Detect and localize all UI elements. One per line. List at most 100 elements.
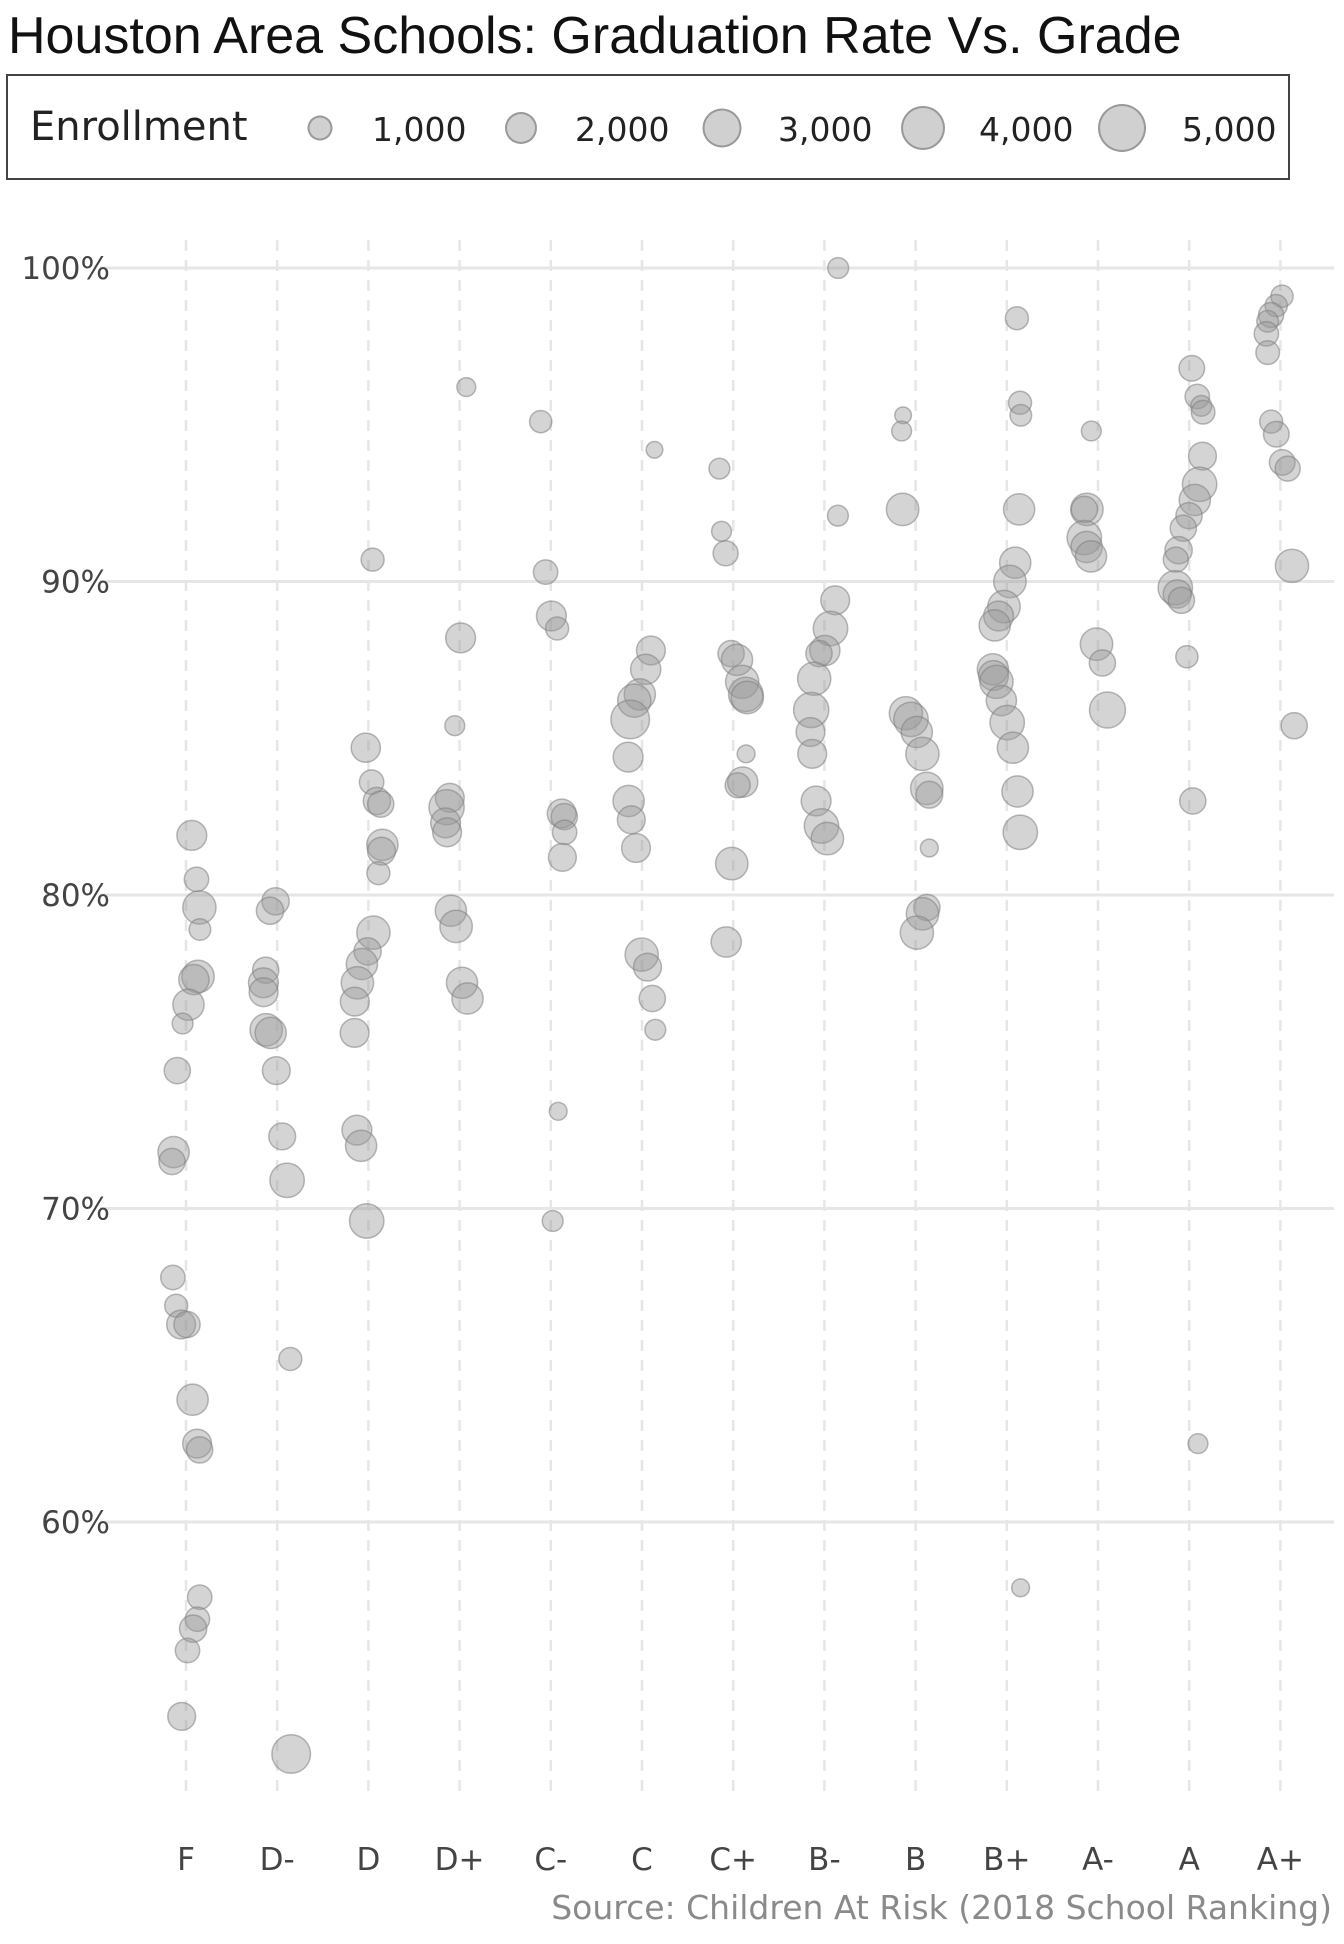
data-point bbox=[159, 1264, 186, 1291]
data-point bbox=[1280, 711, 1309, 740]
y-axis-tick-labels: 60% 70% 80% 90% 100% bbox=[21, 251, 110, 1541]
data-point bbox=[356, 915, 391, 950]
data-point bbox=[1070, 495, 1099, 524]
data-point bbox=[172, 988, 205, 1022]
x-tick-label: A bbox=[1179, 1842, 1200, 1878]
data-point bbox=[1167, 586, 1196, 615]
data-point bbox=[428, 788, 465, 826]
data-point bbox=[186, 1584, 213, 1611]
data-point bbox=[1162, 546, 1190, 573]
x-tick-label: C+ bbox=[709, 1842, 757, 1878]
data-point bbox=[157, 1135, 190, 1169]
x-tick-label: A- bbox=[1082, 1842, 1114, 1878]
data-point bbox=[1009, 403, 1033, 427]
data-point bbox=[888, 695, 924, 731]
data-point bbox=[1178, 787, 1207, 815]
data-point bbox=[610, 699, 651, 740]
data-point bbox=[366, 790, 395, 818]
data-point bbox=[176, 819, 208, 852]
x-tick-label: B- bbox=[808, 1842, 840, 1878]
legend-size-circle bbox=[1098, 104, 1146, 152]
data-point bbox=[1074, 540, 1108, 573]
data-point bbox=[1070, 530, 1103, 564]
data-point bbox=[348, 1203, 385, 1239]
data-point bbox=[350, 732, 382, 764]
x-tick-label: D+ bbox=[435, 1842, 485, 1878]
data-point bbox=[268, 1122, 297, 1151]
data-point bbox=[989, 704, 1026, 741]
legend-title: Enrollment bbox=[30, 104, 248, 150]
data-point bbox=[1088, 691, 1127, 729]
data-point bbox=[1066, 519, 1103, 556]
data-point bbox=[439, 909, 474, 944]
data-point bbox=[717, 639, 745, 668]
data-point bbox=[171, 1012, 194, 1035]
data-point bbox=[532, 559, 559, 586]
x-tick-label: A+ bbox=[1257, 1842, 1304, 1878]
data-point bbox=[985, 684, 1018, 717]
data-point bbox=[165, 1309, 197, 1340]
data-point bbox=[178, 1614, 208, 1643]
data-point bbox=[1262, 420, 1290, 448]
data-point bbox=[339, 1017, 370, 1049]
data-points bbox=[157, 256, 1310, 1775]
data-point bbox=[444, 622, 477, 654]
x-tick-label: F bbox=[177, 1842, 195, 1878]
data-point bbox=[163, 1056, 192, 1085]
data-point bbox=[1187, 441, 1218, 471]
data-point bbox=[1175, 644, 1199, 669]
data-point bbox=[182, 890, 217, 925]
data-point bbox=[919, 838, 939, 858]
x-tick-label: C- bbox=[534, 1842, 567, 1878]
x-tick-label: B+ bbox=[983, 1842, 1030, 1878]
data-point bbox=[248, 977, 279, 1008]
data-point bbox=[178, 963, 210, 996]
data-point bbox=[1079, 627, 1114, 662]
data-point bbox=[1010, 1578, 1031, 1598]
x-axis-tick-labels: F D- D D+ C- C C+ B- B B+ A- A A+ bbox=[177, 1842, 1304, 1878]
data-point bbox=[1190, 399, 1216, 425]
data-point bbox=[644, 1018, 667, 1041]
data-point bbox=[344, 1129, 378, 1163]
data-point bbox=[550, 802, 579, 831]
data-point bbox=[1274, 455, 1301, 482]
x-tick-label: D bbox=[356, 1842, 380, 1878]
data-point bbox=[183, 866, 210, 893]
data-point bbox=[188, 917, 212, 942]
data-point bbox=[638, 984, 667, 1013]
data-point bbox=[1002, 814, 1039, 851]
data-point bbox=[1001, 775, 1034, 808]
data-point bbox=[254, 1016, 288, 1050]
data-point bbox=[456, 376, 477, 398]
data-point bbox=[978, 609, 1012, 642]
data-point bbox=[736, 744, 756, 764]
data-point bbox=[805, 639, 833, 668]
legend-label: 2,000 bbox=[575, 110, 670, 149]
data-point bbox=[890, 420, 913, 442]
data-point bbox=[629, 653, 662, 686]
legend-size-circle bbox=[702, 108, 742, 148]
data-point bbox=[1088, 649, 1117, 677]
data-point bbox=[612, 741, 644, 773]
data-point bbox=[714, 846, 749, 881]
data-point bbox=[271, 1733, 312, 1775]
data-point bbox=[551, 819, 578, 846]
data-point bbox=[1080, 420, 1102, 442]
data-point bbox=[1157, 569, 1194, 606]
legend-label: 4,000 bbox=[979, 110, 1074, 149]
data-point bbox=[712, 540, 739, 567]
data-point bbox=[1164, 535, 1193, 565]
data-point bbox=[996, 731, 1030, 765]
data-point bbox=[173, 1310, 201, 1339]
x-tick-label: C bbox=[631, 1842, 653, 1878]
data-point bbox=[827, 256, 850, 280]
data-point bbox=[992, 564, 1027, 599]
data-point bbox=[362, 786, 392, 816]
data-point bbox=[1007, 390, 1033, 416]
data-point bbox=[1004, 305, 1030, 331]
data-point bbox=[632, 952, 663, 982]
data-point bbox=[431, 817, 463, 848]
source-note: Source: Children At Risk (2018 School Ra… bbox=[551, 1888, 1332, 1927]
data-point bbox=[339, 986, 370, 1017]
